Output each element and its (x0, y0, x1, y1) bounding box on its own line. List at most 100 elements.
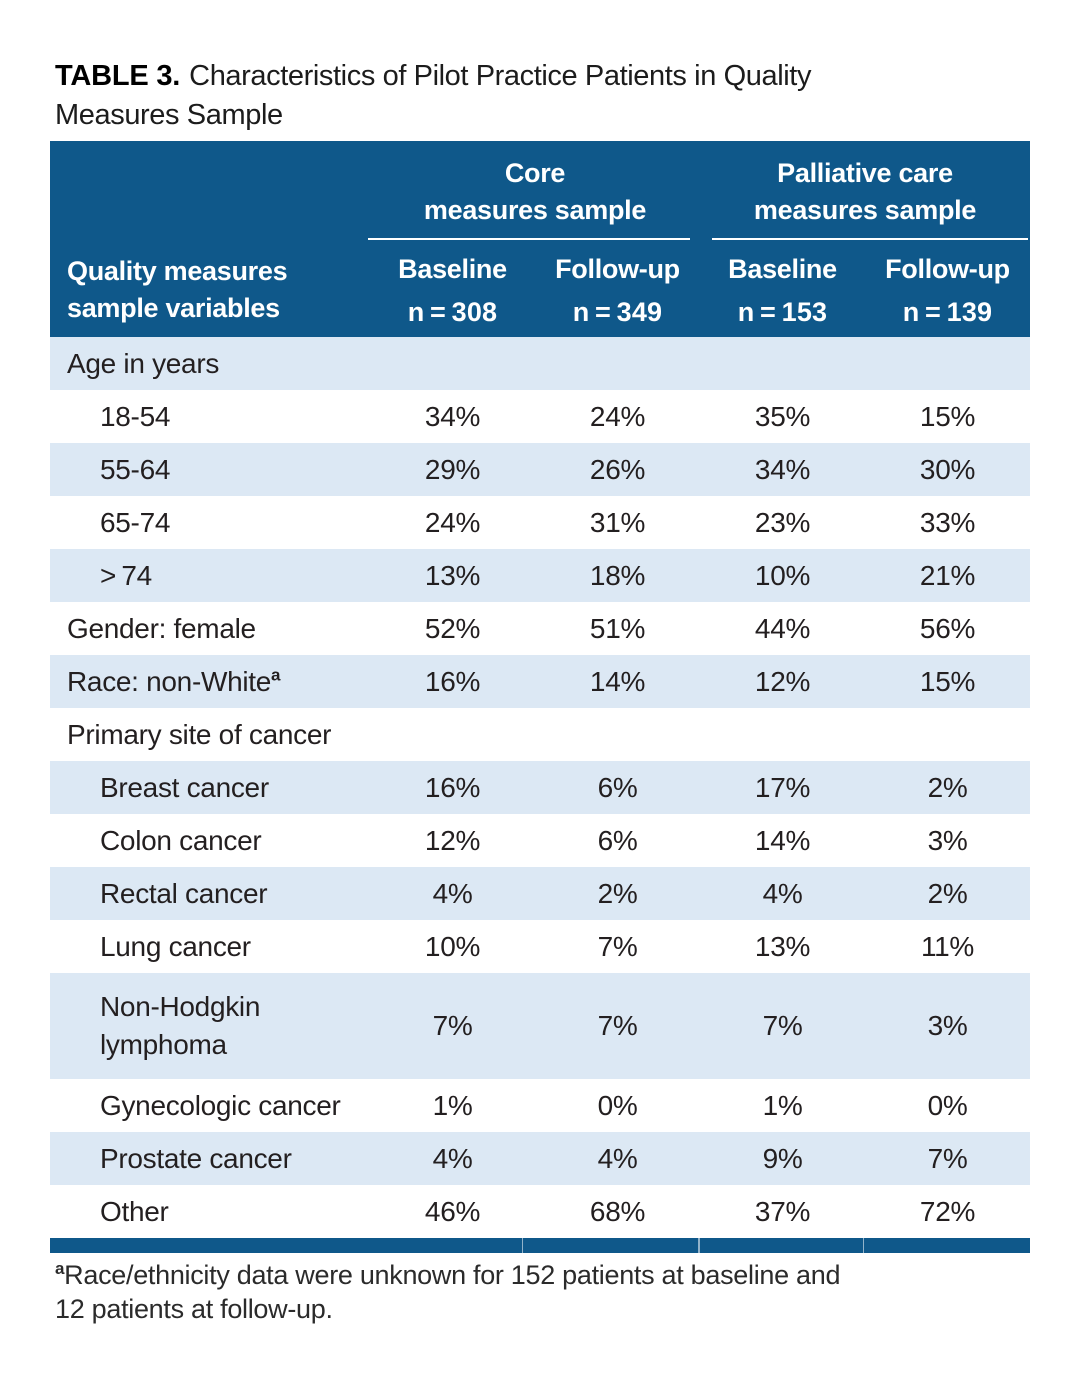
row-value: 33% (919, 506, 976, 538)
row-label: Other (100, 1195, 169, 1227)
column-palliative-followup: Follow-up n = 139 (885, 254, 1010, 327)
row-value: 0% (927, 1089, 968, 1121)
table-title-line1: TABLE 3. Characteristics of Pilot Practic… (55, 60, 812, 92)
table-row: Gender: female 52% 51% 44% 56% (50, 602, 1030, 655)
table-header: Quality measures sample variables Core m… (50, 141, 1030, 337)
table-row: Lung cancer 10% 7% 13% 11% (50, 920, 1030, 973)
row-label: Non-Hodgkin lymphoma (100, 991, 261, 1060)
table-row: 65-74 24% 31% 23% 33% (50, 496, 1030, 549)
row-label: Colon cancer (100, 824, 262, 856)
header-stub: Quality measures sample variables (67, 253, 288, 327)
row-value: 34% (754, 453, 811, 485)
row-value: 7% (597, 1010, 638, 1041)
row-value: 10% (424, 930, 481, 962)
table-title: TABLE 3. Characteristics of Pilot Practic… (55, 57, 811, 135)
row-value: 6% (597, 824, 638, 856)
header-subcolumns: Baseline n = 308 Follow-up n = 349 Basel… (370, 251, 1030, 331)
row-value: 16% (424, 771, 481, 803)
row-value: 31% (589, 506, 646, 538)
row-label: Gender: female (67, 612, 256, 644)
row-value: 35% (754, 400, 811, 432)
column-palliative-baseline: Baseline n = 153 (728, 254, 837, 327)
group-underline-palliative (712, 238, 1028, 240)
row-value: 0% (597, 1089, 638, 1121)
row-value: 9% (762, 1142, 803, 1174)
table-title-line2: Measures Sample (55, 99, 283, 131)
table-row: 55-64 29% 26% 34% 30% (50, 443, 1030, 496)
footnote-line2: 12 patients at follow-up. (55, 1294, 333, 1324)
data-table: Quality measures sample variables Core m… (50, 141, 1030, 1253)
footnote-line1: aRace/ethnicity data were unknown for 15… (55, 1259, 841, 1290)
table-row: Gynecologic cancer 1% 0% 1% 0% (50, 1079, 1030, 1132)
row-value: 15% (919, 400, 976, 432)
row-value: 12% (754, 665, 811, 697)
row-value: 30% (919, 453, 976, 485)
row-label: Breast cancer (100, 771, 269, 803)
row-value: 52% (424, 612, 481, 644)
row-label-superscript: a (271, 665, 281, 685)
row-value: 4% (597, 1142, 638, 1174)
row-label: 18-54 (100, 400, 171, 432)
row-value: 37% (754, 1195, 811, 1227)
table-number-label: TABLE 3. (55, 60, 181, 92)
row-value: 10% (754, 559, 811, 591)
table-row: Prostate cancer 4% 4% 9% 7% (50, 1132, 1030, 1185)
table-row: Race: non-Whitea 16% 14% 12% 15% (50, 655, 1030, 708)
row-label: Race: non-Whitea (67, 665, 281, 697)
row-value: 68% (589, 1195, 646, 1227)
row-label: > 74 (100, 559, 152, 591)
row-value: 4% (432, 877, 473, 909)
row-value: 56% (919, 612, 976, 644)
header-group-palliative: Palliative care measures sample (753, 158, 977, 225)
row-value: 6% (597, 771, 638, 803)
row-value: 51% (589, 612, 646, 644)
group-underline-core (368, 238, 690, 240)
header-stub-line1: Quality measures (67, 256, 288, 286)
table-row: 18-54 34% 24% 35% 15% (50, 390, 1030, 443)
header-stub-line2: sample variables (67, 293, 280, 323)
row-value: 3% (927, 824, 968, 856)
row-value: 26% (589, 453, 646, 485)
row-value: 24% (589, 400, 646, 432)
table-row: Other 46% 68% 37% 72% (50, 1185, 1030, 1238)
footnote-marker: a (55, 1259, 65, 1278)
row-label: 55-64 (100, 453, 171, 485)
row-value: 13% (754, 930, 811, 962)
row-value: 3% (927, 1010, 968, 1041)
table-row: Age in years (50, 337, 1030, 390)
end-bar-seam (863, 1238, 864, 1253)
row-value: 1% (432, 1089, 473, 1121)
row-value: 7% (597, 930, 638, 962)
row-value: 7% (762, 1010, 803, 1041)
row-value: 16% (424, 665, 481, 697)
table-footnote: aRace/ethnicity data were unknown for 15… (55, 1258, 840, 1326)
table-row: > 74 13% 18% 10% 21% (50, 549, 1030, 602)
table-row: Non-Hodgkin lymphoma 7% 7% 7% 3% (50, 973, 1030, 1079)
row-value: 4% (762, 877, 803, 909)
row-value: 14% (754, 824, 811, 856)
row-value: 13% (424, 559, 481, 591)
row-value: 17% (754, 771, 811, 803)
end-bar-seam (698, 1238, 700, 1253)
row-value: 2% (927, 877, 968, 909)
table-row: Rectal cancer 4% 2% 4% 2% (50, 867, 1030, 920)
row-value: 29% (424, 453, 481, 485)
row-value: 7% (927, 1142, 968, 1174)
row-value: 12% (424, 824, 481, 856)
row-value: 2% (927, 771, 968, 803)
row-label: Primary site of cancer (67, 718, 332, 750)
table-rows: Age in years 18-54 34% 24% 35% 15% 55-64… (50, 337, 1030, 1238)
row-value: 46% (424, 1195, 481, 1227)
row-value: 11% (920, 930, 975, 962)
column-core-followup: Follow-up n = 349 (555, 254, 680, 327)
row-value: 72% (919, 1195, 976, 1227)
row-value: 14% (589, 665, 646, 697)
row-value: 23% (754, 506, 811, 538)
column-core-baseline: Baseline n = 308 (398, 254, 507, 327)
row-value: 15% (919, 665, 976, 697)
row-label: Prostate cancer (100, 1142, 292, 1174)
row-value: 18% (589, 559, 646, 591)
row-value: 34% (424, 400, 481, 432)
row-value: 2% (597, 877, 638, 909)
